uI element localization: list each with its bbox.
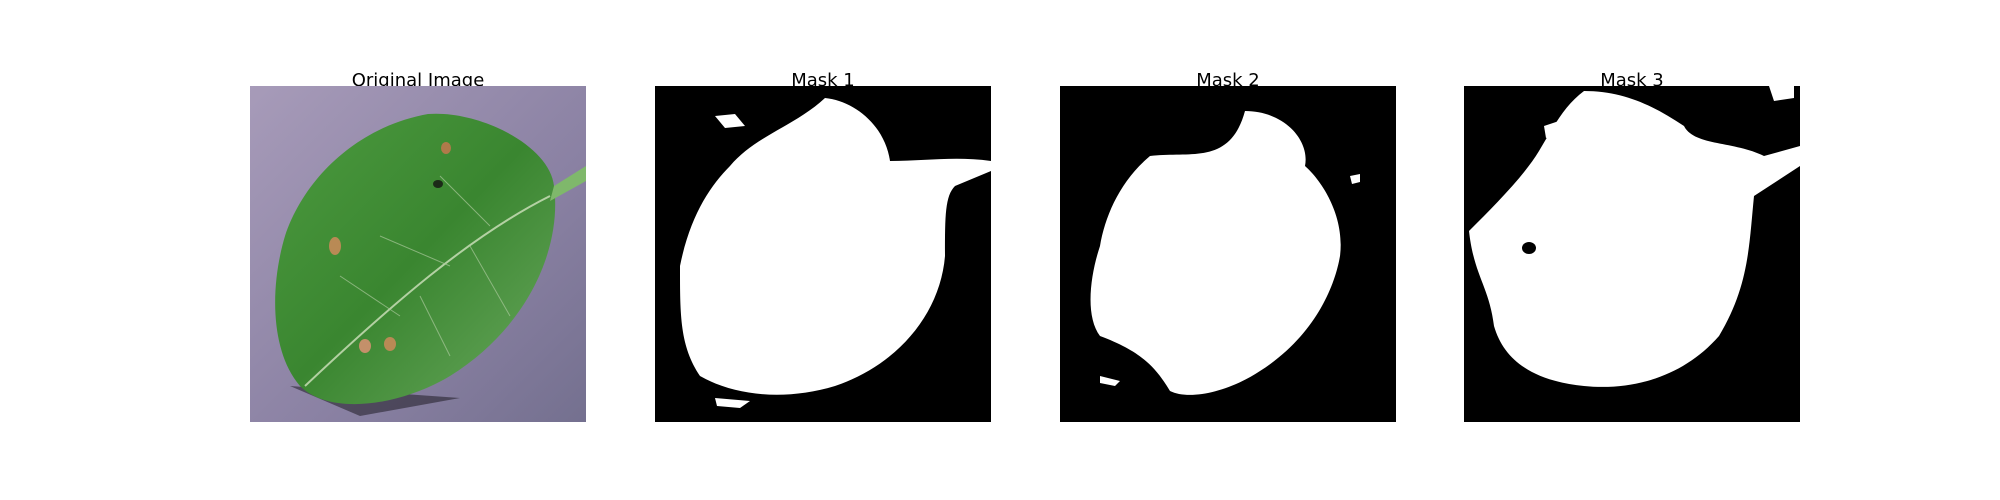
panel-original-image: Original Image	[250, 70, 586, 430]
mask-2-image	[1060, 86, 1396, 422]
panel-title: Mask 1	[791, 70, 855, 91]
panel-title: Original Image	[351, 70, 485, 91]
panel-mask-2: Mask 2	[1060, 70, 1396, 430]
mask-3-image	[1464, 86, 1800, 422]
panel-title: Mask 2	[1196, 70, 1260, 91]
panel-mask-3: Mask 3	[1464, 70, 1800, 430]
panel-title: Mask 3	[1600, 70, 1664, 91]
mask-1-image	[655, 86, 991, 422]
original-image	[250, 86, 586, 422]
panel-mask-1: Mask 1	[655, 70, 991, 430]
